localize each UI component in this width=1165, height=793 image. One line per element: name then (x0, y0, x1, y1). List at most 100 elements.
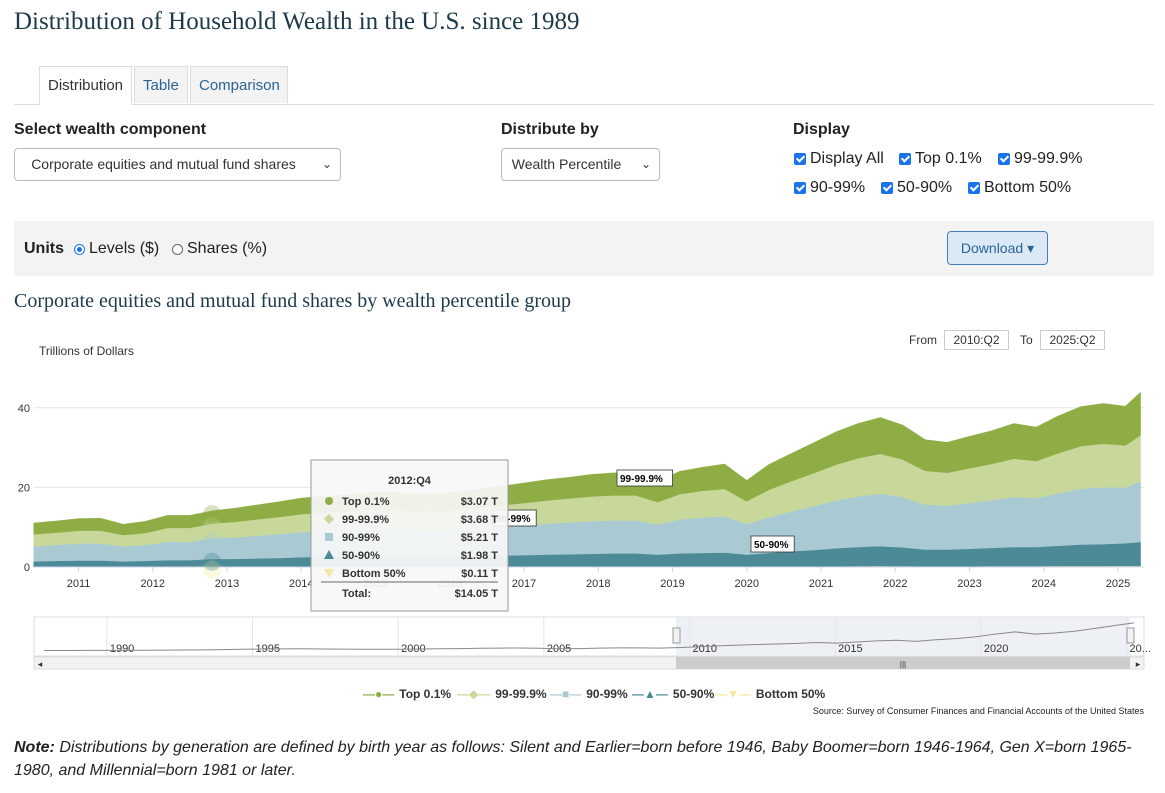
caret-down-icon: ▾ (1027, 240, 1035, 256)
chart-title: Corporate equities and mutual fund share… (14, 290, 572, 312)
x-tick-label: 2017 (512, 578, 536, 590)
checkbox-label: Bottom 50% (984, 179, 1072, 196)
navigator-tick-label: 2010 (693, 643, 717, 655)
area-50-90- (33, 541, 1141, 568)
checkbox-icon[interactable] (998, 153, 1010, 165)
legend-marker-square-icon: —■— (550, 687, 582, 701)
legend-label: Top 0.1% (399, 687, 452, 701)
component-select-value: Corporate equities and mutual fund share… (31, 156, 296, 172)
scrollbar-thumb (676, 657, 1130, 669)
navigator-handle (1126, 627, 1135, 644)
x-tick-label: 2011 (67, 578, 91, 590)
tooltip-triangle-down-icon (324, 569, 334, 578)
legend-marker-triangle-icon: —▲— (632, 687, 668, 701)
range-from-input[interactable]: 2010:Q2 (944, 330, 1009, 350)
legend-marker-diamond-icon: —◆— (457, 687, 491, 701)
tab-distribution[interactable]: Distribution (39, 66, 132, 105)
y-tick-label: 0 (24, 562, 30, 574)
series-label-box (616, 469, 673, 487)
legend-top01[interactable]: —●— Top 0.1% (363, 687, 451, 701)
component-select[interactable]: Corporate equities and mutual fund share… (14, 148, 341, 181)
checkbox-90-99[interactable]: 90-99% (794, 179, 865, 197)
area-bottom-50- (33, 565, 1141, 568)
area-top-0-1- (33, 391, 1141, 536)
radio-icon[interactable] (74, 243, 85, 255)
scroll-left-icon: ◂ (38, 659, 43, 669)
checkbox-label: Display All (810, 150, 884, 167)
checkbox-icon[interactable] (794, 153, 806, 165)
tooltip-row-value: $0.11 T (461, 568, 498, 580)
tab-table[interactable]: Table (134, 66, 188, 103)
x-tick-label: 2012 (141, 578, 165, 590)
radio-label: Shares (%) (187, 240, 268, 257)
tab-bar: Distribution Table Comparison (14, 66, 1154, 105)
legend-50[interactable]: —▲— 50-90% (632, 687, 714, 701)
navigator-tick-label: 2005 (547, 643, 571, 655)
checkbox-label: 90-99% (810, 179, 866, 196)
x-tick-label: 2014 (289, 578, 313, 590)
legend-99[interactable]: —◆— 99-99.9% (457, 687, 547, 701)
area-99-99-9- (33, 434, 1141, 547)
checkbox-icon[interactable] (968, 182, 980, 194)
series-label-box (492, 509, 537, 527)
navigator-tick-label: 2015 (838, 643, 862, 655)
tooltip-header: 2012:Q4 (388, 475, 432, 487)
radio-levels[interactable]: Levels ($) (74, 240, 159, 258)
series-label: 90-99% (496, 514, 531, 525)
tooltip-total-label: Total: (342, 588, 371, 600)
range-to-label: To (1020, 333, 1033, 347)
hover-halo (203, 517, 222, 536)
hover-halo (203, 560, 222, 579)
checkbox-99-999[interactable]: 99-99.9% (998, 150, 1083, 168)
checkbox-icon[interactable] (794, 182, 806, 194)
tooltip-row-value: $3.68 T (461, 514, 499, 526)
checkbox-label: 50-90% (897, 179, 953, 196)
tooltip-diamond-icon (324, 514, 334, 524)
navigator-tick-label: 2000 (401, 643, 425, 655)
radio-shares[interactable]: Shares (%) (172, 240, 267, 258)
checkbox-label: 99-99.9% (1014, 150, 1083, 167)
navigator-frame (33, 616, 1145, 657)
note-label: Note: (14, 739, 55, 756)
checkbox-bottom-50[interactable]: Bottom 50% (968, 179, 1071, 197)
checkbox-icon[interactable] (899, 153, 911, 165)
radio-label: Levels ($) (89, 240, 160, 257)
download-button[interactable]: Download ▾ (947, 231, 1048, 265)
legend-label: 50-90% (672, 687, 715, 701)
series-label-box (750, 535, 795, 553)
tooltip-triangle-icon (324, 550, 334, 559)
tooltip-square-icon (325, 533, 333, 541)
hover-halo (203, 505, 222, 524)
x-tick-label: 2024 (1032, 578, 1056, 590)
x-tick-label: 2022 (883, 578, 907, 590)
navigator-handle (672, 627, 681, 644)
x-tick-label: 2016 (438, 578, 462, 590)
tooltip-box (310, 459, 509, 612)
source-note: Source: Survey of Consumer Finances and … (812, 706, 1144, 716)
legend-marker-circle-icon: —●— (363, 687, 395, 701)
range-from-label: From (909, 333, 937, 347)
legend-label: 90-99% (586, 687, 628, 701)
checkbox-top-01[interactable]: Top 0.1% (899, 150, 982, 168)
tooltip-row-value: $1.98 T (461, 550, 499, 562)
tooltip-row-name: 90-99% (342, 532, 380, 544)
navigator-tick-label: 1990 (110, 643, 134, 655)
series-label: 50-90% (754, 540, 789, 551)
checkbox-50-90[interactable]: 50-90% (881, 179, 952, 197)
range-to-input[interactable]: 2025:Q2 (1040, 330, 1105, 350)
distribute-select[interactable]: Wealth Percentile ⌄ (501, 148, 660, 181)
tab-comparison[interactable]: Comparison (190, 66, 288, 103)
distribute-label: Distribute by (501, 121, 599, 138)
units-bar: Units Levels ($) Shares (%) Download ▾ (14, 221, 1154, 276)
legend-90[interactable]: —■— 90-99% (550, 687, 628, 701)
checkbox-display-all[interactable]: Display All (794, 150, 884, 168)
x-tick-label: 2020 (735, 578, 759, 590)
tooltip-row-value: $3.07 T (461, 496, 499, 508)
x-tick-label: 2013 (215, 578, 239, 590)
legend-bottom50[interactable]: —▼— Bottom 50% (715, 687, 825, 701)
checkbox-icon[interactable] (881, 182, 893, 194)
tooltip-circle-icon (325, 497, 333, 505)
y-axis-title: Trillions of Dollars (39, 344, 134, 358)
radio-icon[interactable] (172, 243, 183, 255)
series-label: 99-99.9% (620, 474, 663, 485)
